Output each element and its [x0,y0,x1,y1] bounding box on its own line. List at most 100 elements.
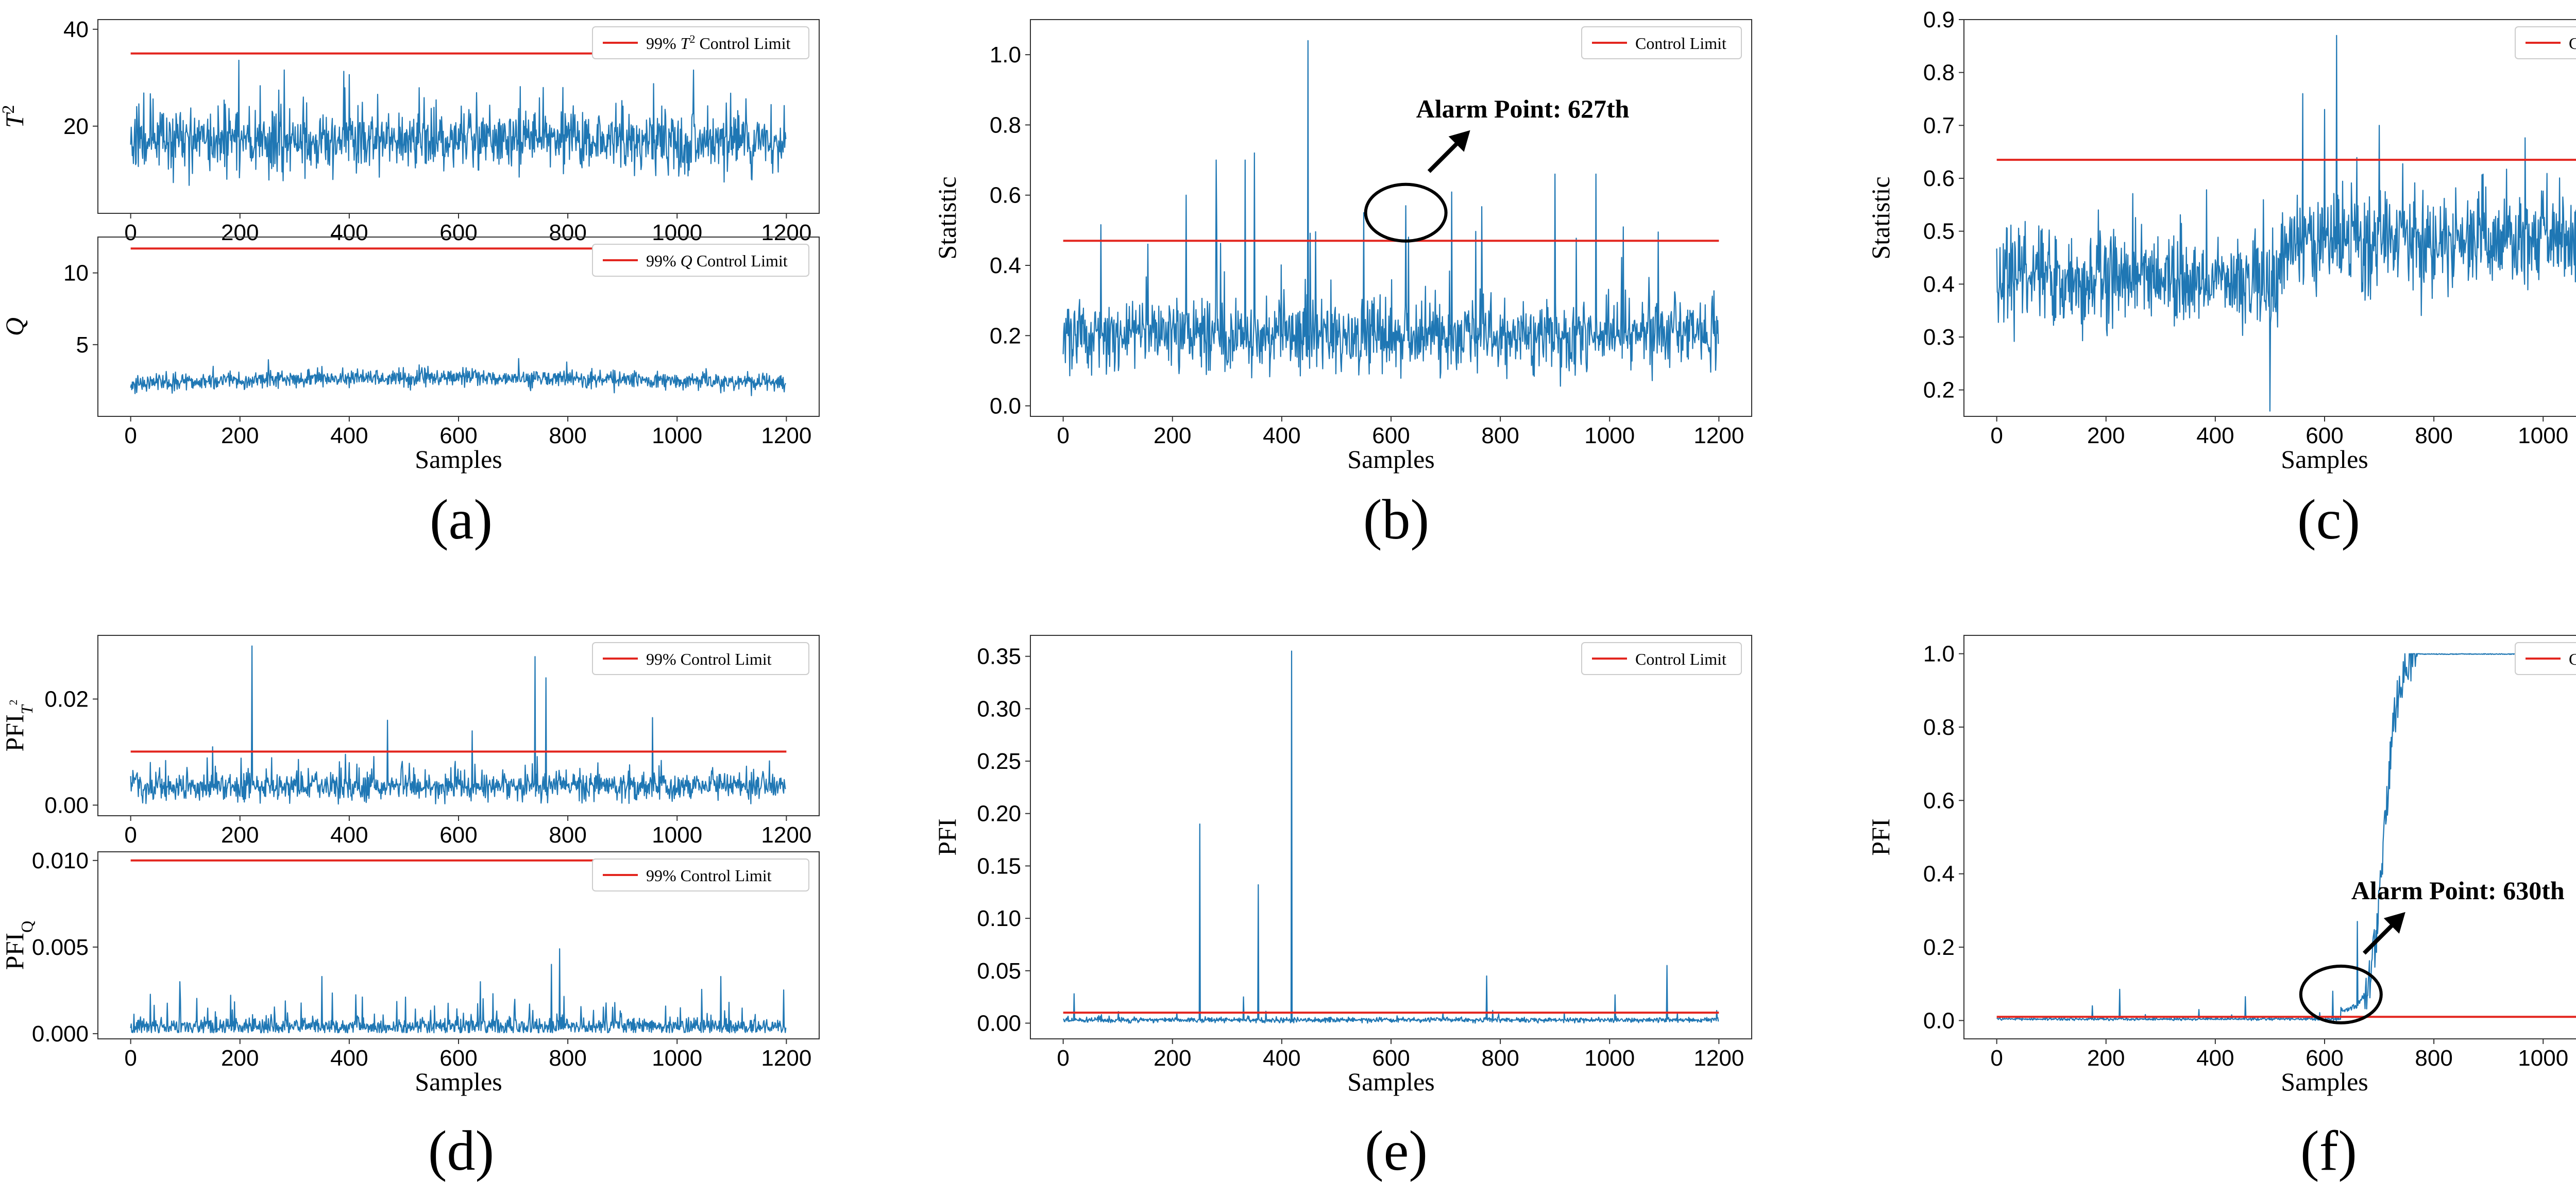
panel-label-e: (e) [1365,1119,1428,1182]
y-tick-label: 0.10 [977,906,1021,931]
x-tick-label: 600 [1372,1046,1410,1071]
x-tick-label: 800 [2415,1046,2452,1071]
panel-f: 0200400600800100012000.00.20.40.60.81.0S… [1866,635,2576,1096]
x-axis-label: Samples [415,1067,502,1096]
x-tick-label: 400 [330,1046,368,1071]
y-tick-label: 0.02 [44,687,89,712]
panel-b: 0 200 400 600 800 1000 1200 0.0 0.2 0.4 0.6 0.8 1.0 S… [933,19,1752,474]
y-tick-label: 0.15 [977,853,1021,879]
y-tick-label: 10 [63,261,89,286]
x-tick-label: 1000 [652,822,702,848]
x-tick-label: 0 [124,1046,137,1071]
x-tick-label: 200 [2087,423,2125,448]
x-tick-label: 0 [1057,423,1069,448]
x-tick-label: 1200 [761,822,811,848]
x-tick-label: 0 [124,822,137,848]
y-tick-label: 0.25 [977,749,1021,774]
y-tick-label: 0.6 [1923,788,1955,813]
y-axis-label: Q [0,317,29,336]
x-tick-label: 600 [439,220,477,245]
y-tick-label: 0.00 [44,793,89,818]
panel-label-c: (c) [2297,488,2360,551]
x-tick-label: 400 [330,822,368,848]
y-axis-label: PFIQ [0,921,36,970]
y-tick-label: 0.0 [1923,1008,1955,1033]
y-tick-label: 0.2 [990,323,1021,348]
y-tick-label: 0.000 [32,1021,89,1047]
panel-label-a: (a) [430,488,493,551]
y-tick-label: 0.05 [977,958,1021,984]
y-tick-label: 0.30 [977,696,1021,721]
x-tick-label: 1000 [1584,1046,1635,1071]
legend-box [1581,642,1742,675]
x-tick-label: 600 [2306,1046,2343,1071]
series-line [130,948,787,1034]
legend-box [592,642,809,675]
legend-label: 99% Control Limit [646,866,772,885]
alarm-label: Alarm Point: 627th [1416,94,1630,123]
x-tick-label: 0 [124,423,137,448]
x-tick-label: 1000 [652,220,702,245]
y-tick-label: 0.4 [990,253,1021,278]
series-line [130,59,787,186]
x-axis-label: Samples [415,445,502,474]
y-tick-label: 0.0 [990,394,1021,419]
legend-label: 99% T2 Control Limit [646,32,790,53]
alarm-ellipse [2299,964,2383,1024]
x-tick-label: 1000 [652,1046,702,1071]
y-axis-label: Statistic [1866,176,1895,259]
x-tick-label: 1000 [1584,423,1635,448]
y-tick-label: 0.20 [977,801,1021,827]
y-axis-label: PFI [933,818,961,855]
x-tick-label: 1200 [761,423,811,448]
x-tick-label: 0 [1990,423,2003,448]
x-tick-label: 400 [1263,423,1300,448]
panel-d-top: 0 200 400 600 800 1000 1200 0.00 0.02 PFIT2 99% Co… [0,635,820,848]
y-tick-label: 0.2 [1923,378,1955,403]
x-tick-label: 800 [2415,423,2452,448]
x-axis-label: Samples [1347,445,1434,474]
series-line [1996,653,2532,1021]
y-tick-label: 20 [63,114,89,139]
y-tick-label: 0.9 [1923,7,1955,32]
y-axis-label: PFIT2 [0,699,36,751]
x-tick-label: 200 [1154,1046,1191,1071]
y-tick-label: 0.2 [1923,935,1955,960]
x-tick-label: 200 [2087,1046,2125,1071]
x-tick-label: 400 [330,220,368,245]
y-tick-label: 0.3 [1923,325,1955,350]
series-line [1062,40,1719,387]
x-tick-label: 800 [1481,423,1519,448]
x-tick-label: 1000 [652,423,702,448]
x-tick-label: 200 [1154,423,1191,448]
x-axis-label: Samples [2281,1067,2368,1096]
panel-c: 0200400600800100012000.20.30.40.50.60.70… [1866,7,2576,474]
x-tick-label: 800 [1481,1046,1519,1071]
alarm-arrowhead [2383,912,2405,934]
x-tick-label: 800 [549,220,586,245]
y-axis-label: PFI [1866,818,1895,855]
x-tick-label: 800 [549,1046,586,1071]
legend-label: Control Limit [2569,34,2576,53]
series-line [130,645,786,805]
alarm-ellipse [1364,182,1448,243]
alarm-arrowhead [1448,130,1470,152]
legend-label: Control Limit [2569,650,2576,668]
y-tick-label: 0.005 [32,935,89,960]
x-tick-label: 1200 [761,220,811,245]
x-tick-label: 200 [221,1046,259,1071]
x-tick-label: 1000 [2518,1046,2568,1071]
panel-label-d: (d) [428,1119,494,1182]
legend-label: 99% Q Control Limit [646,251,788,270]
x-tick-label: 200 [221,822,259,848]
series-line [130,358,786,396]
x-tick-label: 600 [439,822,477,848]
y-tick-label: 1.0 [1923,642,1955,667]
legend-label: Control Limit [1635,650,1726,668]
x-tick-label: 800 [549,822,586,848]
y-tick-label: 0.4 [1923,862,1955,887]
x-tick-label: 600 [439,423,477,448]
axes-frame [1963,635,2576,1039]
y-tick-label: 0.00 [977,1011,1021,1036]
